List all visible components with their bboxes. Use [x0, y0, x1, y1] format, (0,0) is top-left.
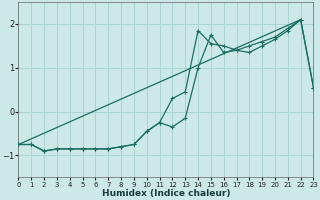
X-axis label: Humidex (Indice chaleur): Humidex (Indice chaleur) — [102, 189, 230, 198]
